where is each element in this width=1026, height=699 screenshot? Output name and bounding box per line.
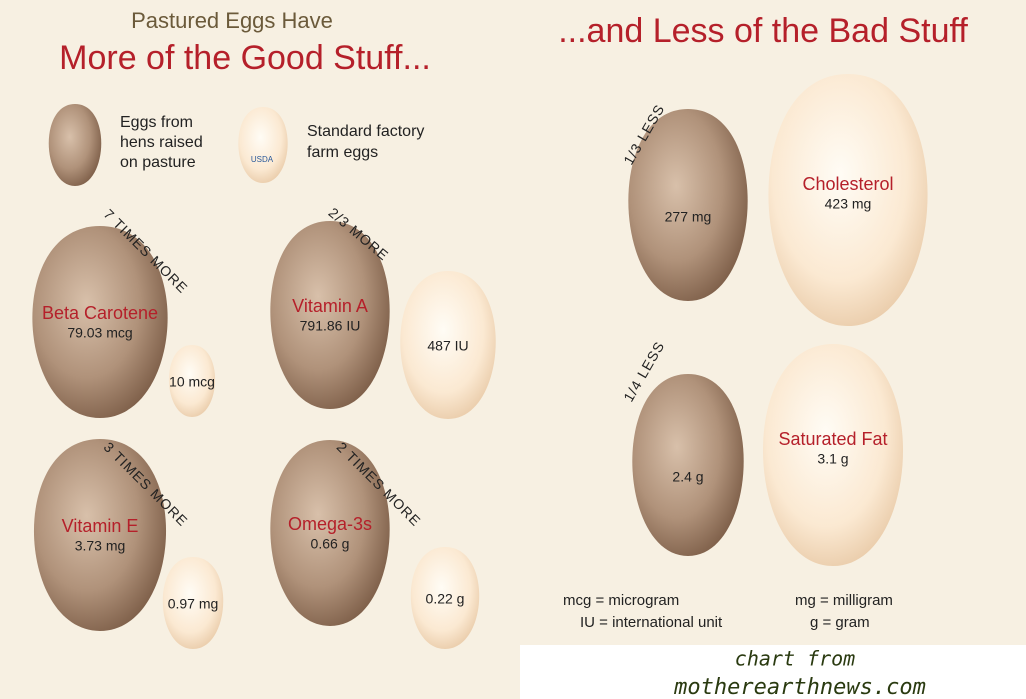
brown-egg: [33, 439, 167, 631]
cream-egg: [168, 345, 216, 417]
credit: chart from: [735, 647, 855, 671]
usda-stamp: USDA: [251, 155, 274, 164]
legend-label: on pasture: [120, 154, 196, 171]
legend-label: hens raised: [120, 134, 203, 151]
cream-egg: [400, 271, 496, 419]
nutrient: Beta Carotene: [42, 303, 158, 323]
factory-value: 10 mcg: [169, 374, 215, 390]
brown-egg: [48, 104, 102, 186]
cream-egg: [162, 557, 224, 649]
eggs: [32, 74, 928, 649]
pastured-value: 2.4 g: [672, 469, 703, 485]
factory-value: 487 IU: [427, 338, 468, 354]
pastured-value: 79.03 mcg: [67, 325, 132, 341]
title-right: ...and Less of the Bad Stuff: [558, 12, 968, 50]
cream-egg: [762, 344, 904, 566]
legend-label: Eggs from: [120, 114, 193, 131]
cream-egg: [410, 547, 480, 649]
brown-egg: [270, 440, 390, 626]
nutrient: Saturated Fat: [778, 429, 887, 449]
factory-value: 423 mg: [825, 196, 872, 212]
cream-egg: [238, 107, 288, 183]
nutrient: Omega-3s: [288, 514, 372, 534]
legend-label: farm eggs: [307, 144, 378, 161]
nutrient: Vitamin A: [292, 296, 368, 316]
pastured-value: 791.86 IU: [300, 318, 361, 334]
legend-label: Standard factory: [307, 123, 424, 140]
brown-egg: [628, 109, 748, 301]
pastured-value: 277 mg: [665, 209, 712, 225]
factory-value: 3.1 g: [817, 451, 848, 467]
credit-box: [520, 645, 1026, 699]
factory-value: 0.97 mg: [168, 596, 219, 612]
brown-egg: [270, 221, 390, 409]
cream-egg: [768, 74, 928, 326]
unit-note: IU = international unit: [580, 614, 723, 631]
nutrient: Vitamin E: [62, 516, 139, 536]
factory-value: 0.22 g: [426, 591, 465, 607]
unit-note: g = gram: [810, 614, 870, 631]
title-left: More of the Good Stuff...: [59, 39, 431, 77]
unit-note: mcg = microgram: [563, 592, 679, 609]
unit-note: mg = milligram: [795, 592, 893, 609]
brown-egg: [632, 374, 744, 556]
pastured-value: 0.66 g: [311, 536, 350, 552]
nutrient: Cholesterol: [802, 174, 893, 194]
brown-egg: [32, 226, 168, 418]
pastured-value: 3.73 mg: [75, 538, 126, 554]
credit: motherearthnews.com: [673, 675, 926, 699]
kicker: Pastured Eggs Have: [131, 8, 333, 33]
